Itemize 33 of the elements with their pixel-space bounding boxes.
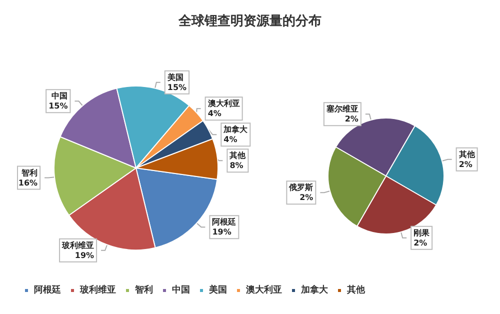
slice-label: 其他	[458, 150, 476, 159]
legend-label: 加拿大	[300, 284, 329, 296]
slice-label: 玻利维亚	[61, 240, 94, 250]
data-label: 16%	[18, 178, 38, 188]
data-label: 19%	[74, 250, 94, 260]
slice-label: 美国	[166, 72, 184, 82]
legend-label: 智利	[134, 284, 153, 296]
data-label: 4%	[224, 135, 238, 144]
data-label: 19%	[212, 228, 232, 237]
chart-title: 全球锂查明资源量的分布	[178, 13, 322, 29]
legend-label: 中国	[172, 284, 190, 296]
slice-label: 智利	[20, 168, 38, 178]
slice-label: 中国	[52, 92, 68, 101]
slice-label: 刚果	[414, 228, 431, 238]
slice-label: 阿根廷	[212, 218, 236, 227]
slice-label: 其他	[228, 151, 247, 160]
data-label: 4%	[208, 109, 222, 118]
slice-label: 加拿大	[222, 125, 249, 134]
legend-label: 澳大利亚	[245, 284, 282, 296]
data-label: 15%	[48, 102, 68, 111]
data-label: 2%	[414, 238, 428, 248]
data-label: 2%	[300, 193, 314, 202]
legend-label: 阿根廷	[34, 284, 61, 296]
slice-label: 塞尔维亚	[325, 104, 358, 114]
legend-label: 美国	[208, 284, 227, 296]
data-label: 8%	[230, 161, 244, 170]
data-label: 15%	[167, 82, 187, 92]
legend-label: 玻利维亚	[79, 284, 116, 296]
legend-label: 其他	[346, 284, 366, 296]
data-label: 2%	[458, 160, 472, 169]
data-label: 2%	[344, 114, 358, 124]
slice-label: 俄罗斯	[288, 183, 314, 192]
slice-label: 澳大利亚	[206, 99, 240, 108]
